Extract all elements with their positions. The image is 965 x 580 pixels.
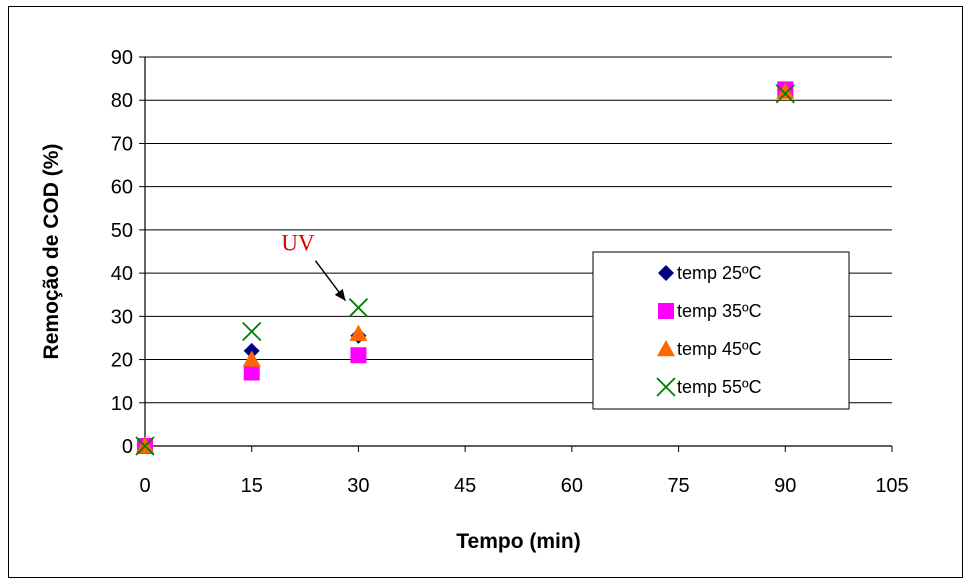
data-point-series-2 (350, 347, 367, 364)
data-point-series-2 (243, 364, 260, 381)
data-point-series-4 (348, 298, 369, 318)
x-stroke (135, 436, 155, 456)
y-tick-label: 0 (122, 436, 133, 458)
x-tick-label: 15 (241, 475, 263, 497)
y-tick-label: 90 (111, 47, 133, 69)
legend: temp 25ºC temp 35ºC temp 45ºC temp 55ºC (592, 251, 850, 410)
y-tick-label: 70 (111, 133, 133, 155)
x-tick-label: 45 (454, 475, 476, 497)
x-tick-label: 90 (774, 475, 796, 497)
data-point-series-3 (776, 82, 795, 99)
y-tick-label: 10 (111, 393, 133, 415)
legend-label: temp 55ºC (677, 377, 762, 397)
x-tick-label: 30 (347, 475, 369, 497)
legend-marker-series-1 (658, 265, 674, 281)
annotation-label: UV (281, 231, 315, 256)
x-stroke (348, 298, 369, 318)
legend-label: temp 45ºC (677, 339, 762, 359)
y-tick-label: 50 (111, 220, 133, 242)
data-point-series-4 (135, 436, 155, 456)
x-stroke (242, 321, 262, 342)
x-stroke (775, 84, 795, 104)
y-tick-label: 80 (111, 90, 133, 112)
data-points (135, 81, 795, 456)
x-tick-label: 105 (875, 475, 908, 497)
legend-label: temp 25ºC (677, 263, 762, 283)
x-tick-label: 60 (561, 475, 583, 497)
y-tick-label: 40 (111, 263, 133, 285)
y-axis-title: Remoção de COD (%) (40, 144, 63, 360)
legend-marker-series-3 (657, 340, 675, 357)
y-tick-label: 20 (111, 350, 133, 372)
legend-marker-series-2 (658, 303, 674, 319)
data-point-series-4 (242, 321, 262, 342)
x-tick-label: 75 (667, 475, 689, 497)
x-axis-title: Tempo (min) (456, 530, 580, 553)
annotation-arrow-head (334, 288, 346, 301)
data-point-series-3 (242, 350, 261, 367)
annotations: UV (281, 231, 346, 302)
y-tick-label: 30 (111, 306, 133, 328)
x-tick-label: 0 (139, 475, 150, 497)
legend-label: temp 35ºC (677, 301, 762, 321)
tick-labels: 0 10 20 30 40 50 60 70 80 90 0 15 30 45 60 75 90 105 (111, 47, 909, 497)
data-point-series-3 (349, 324, 368, 341)
legend-marker-series-4 (656, 377, 676, 397)
x-stroke (656, 377, 676, 397)
legend-box (592, 251, 850, 410)
data-point-series-4 (775, 84, 795, 104)
y-tick-label: 60 (111, 177, 133, 199)
